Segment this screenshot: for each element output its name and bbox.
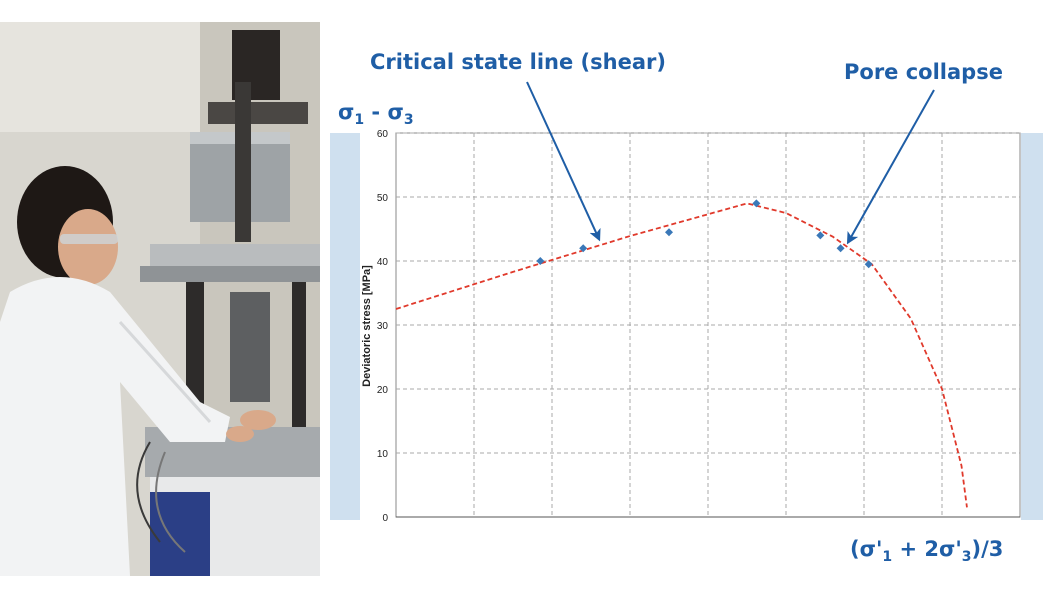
- data-point: [864, 260, 873, 269]
- data-point: [816, 231, 825, 240]
- annotation-label: Pore collapse: [844, 60, 1003, 84]
- y-tick-label: 60: [377, 129, 389, 140]
- fit-curve: [395, 202, 968, 508]
- y-axis-symbol-label: σ1 - σ3: [338, 100, 414, 128]
- y-tick-label: 30: [377, 321, 389, 332]
- lab-photo: [0, 22, 320, 576]
- right-band: [1021, 133, 1043, 520]
- x-axis-symbol-label: (σ'1 + 2σ'3)/3: [850, 537, 1003, 565]
- y-tick-label: 40: [377, 257, 389, 268]
- chart-root: Critical state line (shear) Pore collaps…: [322, 0, 1053, 600]
- y-tick-label: 10: [377, 449, 389, 460]
- left-band: [330, 133, 360, 520]
- data-point: [836, 244, 845, 253]
- data-point: [665, 228, 673, 237]
- annotation-label: Critical state line (shear): [370, 50, 666, 74]
- y-axis-label: Deviatoric stress [MPa]: [361, 265, 373, 387]
- chart-svg: 0 10 20 30 40 50 60 Deviatoric stress [MPa]: [330, 81, 1043, 524]
- annotation-arrow: [526, 81, 601, 242]
- lab-photo-illustration: [0, 22, 320, 576]
- annotation-arrow: [846, 89, 935, 245]
- data-point: [752, 199, 761, 208]
- y-axis-symbol-text: σ1 - σ3: [338, 100, 414, 129]
- y-tick-label: 20: [377, 385, 389, 396]
- data-point: [579, 244, 588, 253]
- data-point: [536, 257, 545, 265]
- y-tick-label: 0: [382, 513, 388, 524]
- y-tick-label: 50: [377, 193, 389, 204]
- x-axis-symbol-text: (σ'1 + 2σ'3)/3: [850, 537, 1004, 566]
